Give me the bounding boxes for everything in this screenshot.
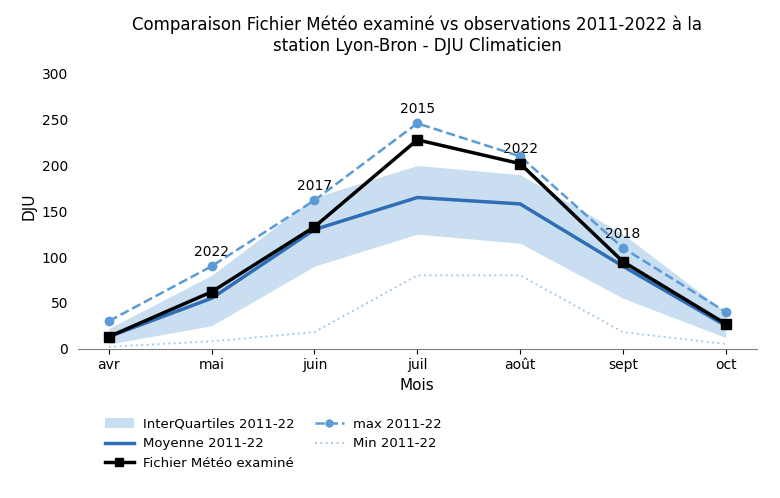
Title: Comparaison Fichier Météo examiné vs observations 2011-2022 à la
station Lyon-Br: Comparaison Fichier Météo examiné vs obs… [133, 15, 702, 55]
Text: 2022: 2022 [502, 142, 537, 156]
Text: 2015: 2015 [399, 102, 435, 116]
Text: 2017: 2017 [297, 179, 332, 193]
Legend: InterQuartiles 2011-22, Moyenne 2011-22, Fichier Météo examiné, max 2011-22, Min: InterQuartiles 2011-22, Moyenne 2011-22,… [105, 418, 441, 470]
X-axis label: Mois: Mois [400, 378, 434, 393]
Y-axis label: DJU: DJU [21, 193, 37, 221]
Text: 2018: 2018 [605, 227, 640, 241]
Text: 2022: 2022 [194, 245, 229, 259]
